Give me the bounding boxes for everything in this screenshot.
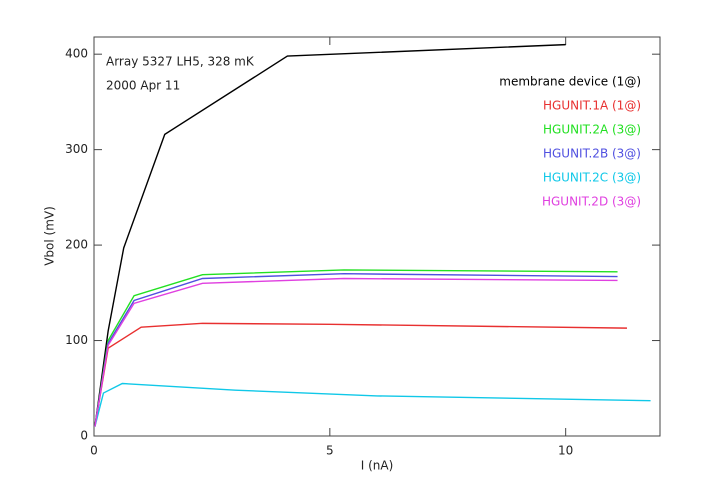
plot-frame: [93, 36, 661, 437]
legend-entry: HGUNIT.2A (3@): [543, 123, 641, 137]
legend-entry: HGUNIT.2D (3@): [542, 195, 641, 209]
x-tick-label: 0: [90, 444, 98, 458]
series-line: [94, 277, 618, 427]
legend-entry: membrane device (1@): [499, 75, 641, 89]
series-line: [94, 269, 618, 427]
series-line: [94, 43, 566, 427]
series-line: [94, 382, 651, 427]
x-tick-label: 5: [326, 444, 334, 458]
legend-entry: HGUNIT.2C (3@): [543, 171, 641, 185]
annotation: Array 5327 LH5, 328 mK: [106, 55, 255, 69]
series-line: [94, 322, 627, 427]
y-tick-label: 200: [65, 238, 88, 252]
y-tick-label: 400: [65, 47, 88, 61]
legend-entry: HGUNIT.1A (1@): [543, 99, 641, 113]
x-axis-label: I (nA): [361, 459, 394, 473]
y-tick-label: 100: [65, 333, 88, 347]
y-tick-label: 0: [80, 429, 88, 443]
x-tick-label: 10: [558, 444, 573, 458]
annotation: 2000 Apr 11: [106, 79, 180, 93]
y-axis-label: Vbol (mV): [43, 206, 57, 266]
series-line: [94, 273, 618, 427]
y-tick-label: 300: [65, 142, 88, 156]
legend-entry: HGUNIT.2B (3@): [543, 147, 641, 161]
